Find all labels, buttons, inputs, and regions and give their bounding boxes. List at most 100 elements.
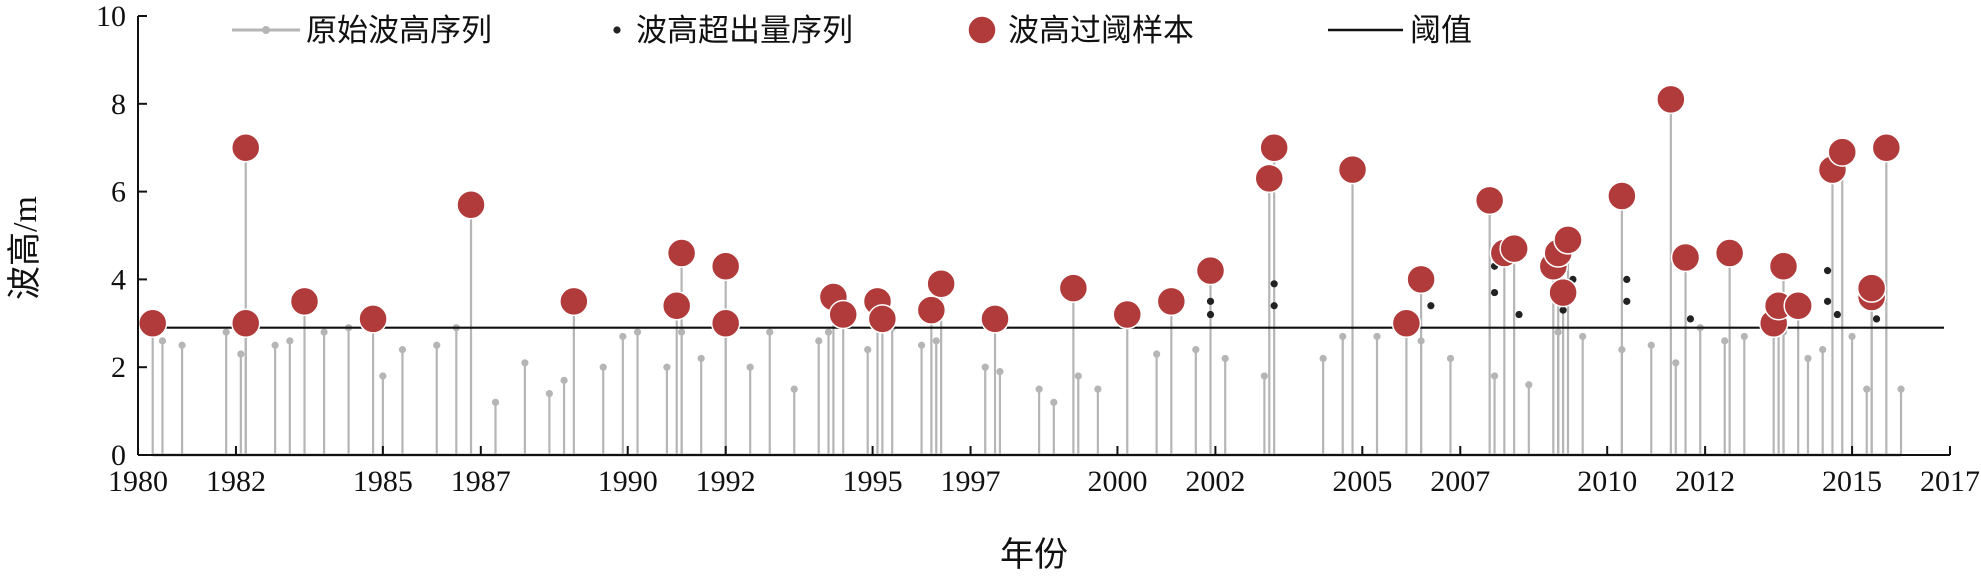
legend-label-excess: 波高超出量序列 <box>636 13 853 48</box>
raw-point <box>1035 385 1043 393</box>
sample-point <box>1058 273 1089 303</box>
x-tick-label: 2015 <box>1822 465 1882 498</box>
raw-point <box>1490 372 1499 380</box>
raw-point <box>545 389 553 398</box>
sample-point <box>1499 233 1529 264</box>
y-tick-label: 2 <box>111 351 126 384</box>
excess-point <box>1872 315 1881 323</box>
sample-point <box>867 304 898 334</box>
legend-label-raw: 原始波高序列 <box>306 13 492 48</box>
raw-point <box>1525 381 1533 389</box>
raw-point <box>1446 354 1455 363</box>
raw-point <box>932 337 940 345</box>
sample-point <box>1195 255 1226 286</box>
sample-series-layer <box>137 84 1902 339</box>
legend-label-sample: 波高过阈样本 <box>1008 13 1194 48</box>
raw-point <box>1721 337 1729 345</box>
raw-point <box>1848 332 1856 341</box>
raw-point <box>790 385 798 393</box>
raw-point <box>237 350 245 358</box>
excess-point <box>1833 310 1841 319</box>
sample-point <box>1254 163 1285 194</box>
raw-point <box>1819 346 1827 354</box>
excess-point <box>1686 315 1695 323</box>
raw-point <box>1094 385 1102 393</box>
y-tick-label: 0 <box>111 439 126 472</box>
sample-point <box>916 295 947 325</box>
excess-point <box>1559 306 1567 314</box>
sample-point <box>1670 242 1701 273</box>
sample-point <box>1871 132 1902 163</box>
raw-point <box>864 346 872 354</box>
raw-point <box>766 328 774 336</box>
x-tick-label: 2002 <box>1185 465 1245 498</box>
x-tick-label: 2007 <box>1430 465 1490 498</box>
sample-point <box>1827 137 1858 167</box>
sample-point <box>230 132 261 163</box>
raw-point <box>1804 354 1812 363</box>
sample-point <box>1553 225 1583 255</box>
y-tick-label: 4 <box>111 263 126 296</box>
y-axis-label: 波高/m <box>6 196 44 300</box>
sample-point <box>559 286 589 317</box>
x-tick-label: 2012 <box>1675 465 1735 498</box>
sample-point <box>1783 290 1813 321</box>
raw-point <box>1221 354 1229 363</box>
raw-point <box>1740 332 1748 341</box>
x-tick-label: 1985 <box>353 465 413 498</box>
raw-point <box>1192 346 1200 354</box>
sample-point <box>1112 299 1143 330</box>
excess-point <box>1623 275 1631 283</box>
raw-point <box>521 359 529 367</box>
raw-point <box>996 367 1004 376</box>
sample-point <box>1474 185 1505 216</box>
raw-point <box>1672 359 1680 367</box>
sample-point <box>710 308 741 339</box>
x-tick-label: 1992 <box>696 465 756 498</box>
sample-point <box>137 308 168 339</box>
excess-point <box>1270 302 1278 310</box>
raw-point <box>158 337 167 345</box>
raw-series-layer <box>151 99 1905 457</box>
raw-point <box>1863 385 1871 393</box>
excess-point <box>1823 267 1832 275</box>
excess-point <box>1623 297 1631 305</box>
raw-point <box>917 341 926 349</box>
raw-point <box>1050 398 1058 406</box>
sample-point <box>1406 264 1436 295</box>
x-tick-label: 2017 <box>1920 465 1980 498</box>
x-tick-label: 1997 <box>941 465 1001 498</box>
raw-point <box>1319 354 1327 363</box>
raw-point <box>271 341 279 349</box>
raw-point <box>1897 385 1905 393</box>
legend-swatch-sample-dot <box>967 15 997 45</box>
x-tick-label: 1980 <box>108 465 168 498</box>
sample-point <box>828 299 858 330</box>
raw-point <box>1074 372 1082 380</box>
raw-point <box>663 363 671 371</box>
raw-point <box>1153 350 1161 358</box>
x-tick-label: 1987 <box>451 465 511 498</box>
x-tick-label: 1995 <box>843 465 903 498</box>
excess-point <box>1823 297 1832 305</box>
raw-point <box>1260 372 1268 380</box>
sample-point <box>1656 84 1686 115</box>
raw-point <box>178 341 186 349</box>
y-tick-label: 10 <box>96 0 126 33</box>
sample-point <box>1856 273 1887 303</box>
sample-point <box>1548 277 1578 308</box>
sample-point <box>456 190 486 220</box>
sample-point <box>1156 286 1187 317</box>
sample-point <box>980 304 1010 334</box>
excess-point <box>1490 288 1499 297</box>
raw-point <box>433 341 441 349</box>
sample-point <box>1337 154 1368 185</box>
y-tick-label: 8 <box>111 88 126 121</box>
raw-point <box>320 328 328 336</box>
x-axis-label: 年份 <box>1000 536 1068 574</box>
sample-point <box>1391 308 1422 339</box>
raw-point <box>379 372 387 380</box>
raw-point <box>619 332 627 341</box>
excess-point <box>1515 310 1523 319</box>
